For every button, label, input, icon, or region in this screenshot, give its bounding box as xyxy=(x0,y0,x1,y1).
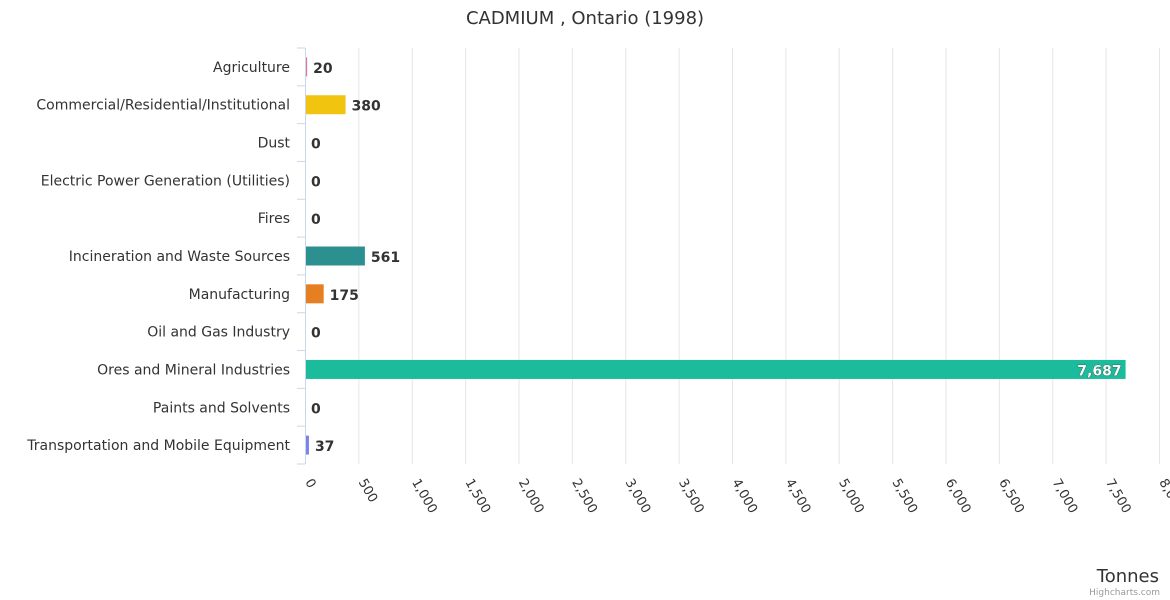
bar xyxy=(305,435,309,455)
tick-label: 5,500 xyxy=(889,476,921,516)
tick-label: 7,500 xyxy=(1102,476,1134,516)
tick-label: 6,500 xyxy=(995,476,1027,516)
category-label: Transportation and Mobile Equipment xyxy=(26,438,290,454)
data-labels: 20 380 0 0 0 561 175 0 7,687 0 37 xyxy=(311,61,1122,455)
bar xyxy=(305,57,308,77)
tick-label: 8,000 xyxy=(1155,476,1170,516)
data-label: 0 xyxy=(311,174,321,190)
category-label: Dust xyxy=(258,136,291,152)
credits-link[interactable]: Highcharts.com xyxy=(1089,588,1160,598)
bar xyxy=(305,359,1126,379)
category-label: Incineration and Waste Sources xyxy=(69,249,290,265)
category-label: Commercial/Residential/Institutional xyxy=(36,98,290,114)
data-label: 0 xyxy=(311,326,321,342)
bar xyxy=(305,246,365,266)
category-label: Agriculture xyxy=(213,60,290,76)
category-label: Ores and Mineral Industries xyxy=(97,362,290,378)
tick-label: 2,500 xyxy=(568,476,600,516)
category-label: Electric Power Generation (Utilities) xyxy=(41,173,290,189)
tick-label: 6,000 xyxy=(942,476,974,516)
data-label: 20 xyxy=(313,61,333,77)
tick-label: 1,500 xyxy=(462,476,494,516)
data-label: 0 xyxy=(311,137,321,153)
data-label: 380 xyxy=(352,99,381,115)
bar xyxy=(305,95,346,115)
tick-label: 7,000 xyxy=(1049,476,1081,516)
value-axis: 0 500 1,000 1,500 2,000 2,500 3,000 3,500 4,000 4… xyxy=(301,476,1170,516)
value-axis-title: Tonnes xyxy=(1096,566,1159,587)
tick-label: 1,000 xyxy=(408,476,440,516)
data-label: 561 xyxy=(371,250,400,266)
tick-label: 0 xyxy=(301,476,318,491)
chart-title: CADMIUM , Ontario (1998) xyxy=(466,8,704,29)
data-label: 0 xyxy=(311,401,321,417)
tick-label: 5,000 xyxy=(835,476,867,516)
tick-label: 4,500 xyxy=(782,476,814,516)
data-label: 0 xyxy=(311,212,321,228)
tick-label: 3,000 xyxy=(622,476,654,516)
tick-label: 4,000 xyxy=(728,476,760,516)
gridlines xyxy=(358,48,1160,464)
bar-series xyxy=(305,57,1126,455)
category-axis: Agriculture Commercial/Residential/Instit… xyxy=(26,47,306,465)
tick-label: 2,000 xyxy=(515,476,547,516)
data-label: 7,687 xyxy=(1077,363,1121,379)
data-label: 175 xyxy=(330,288,359,304)
category-label: Paints and Solvents xyxy=(153,400,290,416)
category-label: Manufacturing xyxy=(189,287,290,303)
data-label: 37 xyxy=(315,439,334,455)
tick-label: 500 xyxy=(355,476,380,505)
category-label: Fires xyxy=(258,211,290,227)
bar xyxy=(305,284,324,304)
tick-label: 3,500 xyxy=(675,476,707,516)
category-label: Oil and Gas Industry xyxy=(147,325,290,341)
